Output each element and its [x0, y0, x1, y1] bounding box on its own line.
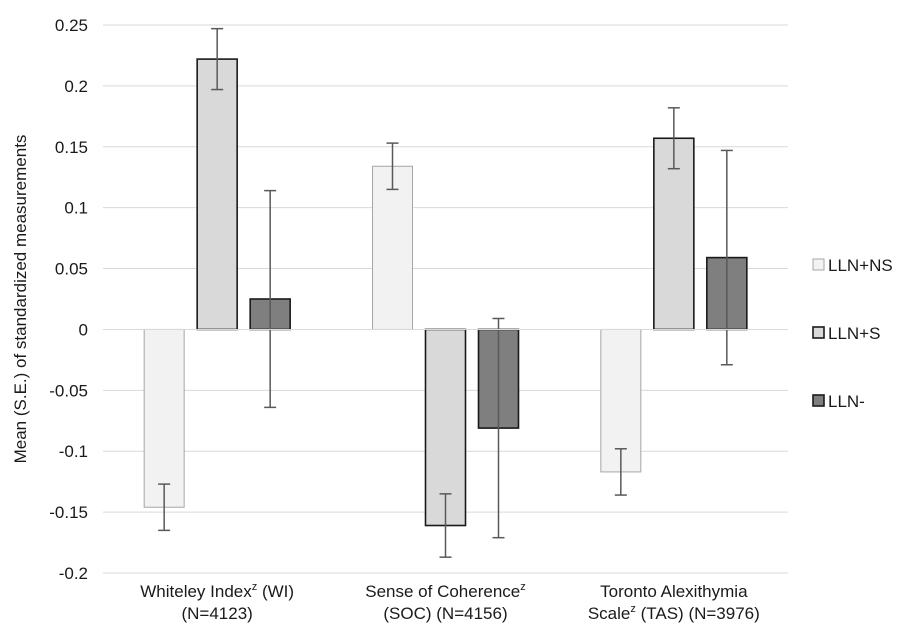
- category-label-text: (SOC) (N=4156): [383, 604, 507, 623]
- category-label-line: (SOC) (N=4156): [383, 604, 507, 623]
- category-label-text: Scale: [588, 604, 631, 623]
- category-label-text: (WI): [257, 582, 294, 601]
- category-label: Sense of Coherencez (SOC) (N=4156): [365, 581, 526, 623]
- category-label-superscript: z: [520, 581, 526, 593]
- category-label-superscript: z: [252, 581, 258, 593]
- category-label: Whiteley Indexz (WI) (N=4123): [140, 581, 294, 623]
- category-label-text: Sense of Coherence: [365, 582, 520, 601]
- category-label: Toronto Alexithymia Scalez (TAS) (N=3976): [588, 582, 760, 623]
- y-tick-label: -0.15: [49, 503, 88, 522]
- category-label-line: (N=4123): [181, 604, 252, 623]
- y-tick-label: 0.2: [64, 77, 88, 96]
- y-tick-label: 0.1: [64, 199, 88, 218]
- legend-swatch: [812, 394, 825, 407]
- y-tick-label: 0.05: [55, 260, 88, 279]
- y-tick-label: -0.1: [59, 442, 88, 461]
- legend-swatch: [812, 326, 825, 339]
- category-label-line: Toronto Alexithymia: [600, 582, 748, 601]
- bar: [372, 165, 413, 330]
- y-tick-label: -0.05: [49, 381, 88, 400]
- category-label-text: Toronto Alexithymia: [600, 582, 748, 601]
- category-label-line: Sense of Coherencez: [365, 581, 526, 601]
- bars: [143, 58, 748, 527]
- category-label-line: Scalez (TAS) (N=3976): [588, 603, 760, 623]
- legend: LLN+NS LLN+S LLN-: [812, 256, 893, 411]
- legend-swatch: [812, 258, 825, 271]
- y-tick-label: 0.25: [55, 16, 88, 35]
- legend-item: LLN+S: [812, 324, 880, 343]
- y-tick-label: -0.2: [59, 564, 88, 583]
- category-label-text: (N=4123): [181, 604, 252, 623]
- legend-label: LLN+NS: [828, 256, 893, 275]
- legend-label: LLN+S: [828, 324, 880, 343]
- legend-item: LLN-: [812, 392, 865, 411]
- legend-label: LLN-: [828, 392, 865, 411]
- legend-item: LLN+NS: [812, 256, 893, 275]
- y-tick-label: 0: [79, 320, 88, 339]
- category-label-superscript: z: [630, 603, 636, 615]
- bar: [196, 58, 238, 331]
- category-label-text: Whiteley Index: [140, 582, 252, 601]
- y-axis-ticks: 0.25 0.2 0.15 0.1 0.05 0 -0.05 -0.1 -0.15 -0.2: [49, 16, 88, 583]
- category-label-line: Whiteley Indexz (WI): [140, 581, 294, 601]
- category-label-text: (TAS) (N=3976): [636, 604, 760, 623]
- y-axis-title: Mean (S.E.) of standardized measurements: [11, 135, 30, 464]
- x-axis-categories: Whiteley Indexz (WI)(N=4123)Sense of Coh…: [140, 581, 760, 623]
- bar: [143, 328, 185, 508]
- y-tick-label: 0.15: [55, 138, 88, 157]
